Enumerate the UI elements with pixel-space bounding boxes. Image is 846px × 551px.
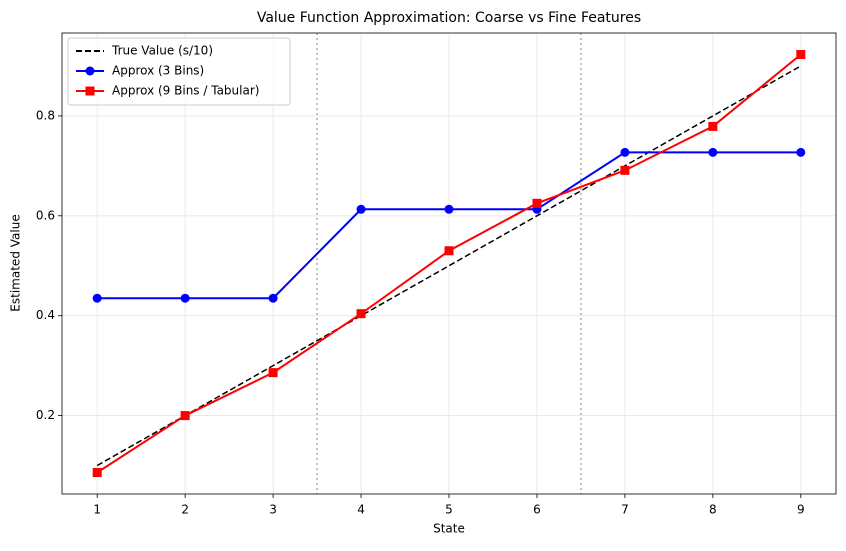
legend-label: Approx (3 Bins) [112,64,204,78]
point [356,204,366,214]
point [796,49,806,59]
point [796,147,806,157]
x-tick-label: 6 [533,503,541,517]
point [708,121,718,131]
point [620,165,630,175]
point [532,198,542,208]
point [620,147,630,157]
legend-label: True Value (s/10) [111,44,213,58]
x-tick-label: 4 [357,503,365,517]
x-tick-label: 1 [93,503,101,517]
point [180,293,190,303]
x-tick-label: 8 [709,503,717,517]
plot-frame [61,32,837,495]
legend-frame [67,37,291,106]
legend: True Value (s/10) Approx (3 Bins) Approx (… [67,37,291,106]
point [268,368,278,378]
x-axis-label: State [433,522,465,536]
y-tick-label: 0.8 [36,108,55,122]
point [444,246,454,256]
point [92,293,102,303]
x-tick-label: 9 [797,503,805,517]
y-tick-label: 0.6 [36,208,55,222]
legend-label: Approx (9 Bins / Tabular) [112,84,259,98]
legend-marker [85,66,95,76]
point [92,468,102,478]
point [180,411,190,421]
y-tick-label: 0.2 [36,408,55,422]
legend-marker [85,86,95,96]
point [708,147,718,157]
x-tick-label: 2 [181,503,189,517]
x-tick-label: 3 [269,503,277,517]
x-tick-label: 7 [621,503,629,517]
y-axis-label: Estimated Value [9,214,23,311]
point [356,309,366,319]
y-tick-label: 0.4 [36,308,55,322]
chart-title: Value Function Approximation: Coarse vs … [257,10,641,26]
point [268,293,278,303]
x-tick-label: 5 [445,503,453,517]
point [444,204,454,214]
